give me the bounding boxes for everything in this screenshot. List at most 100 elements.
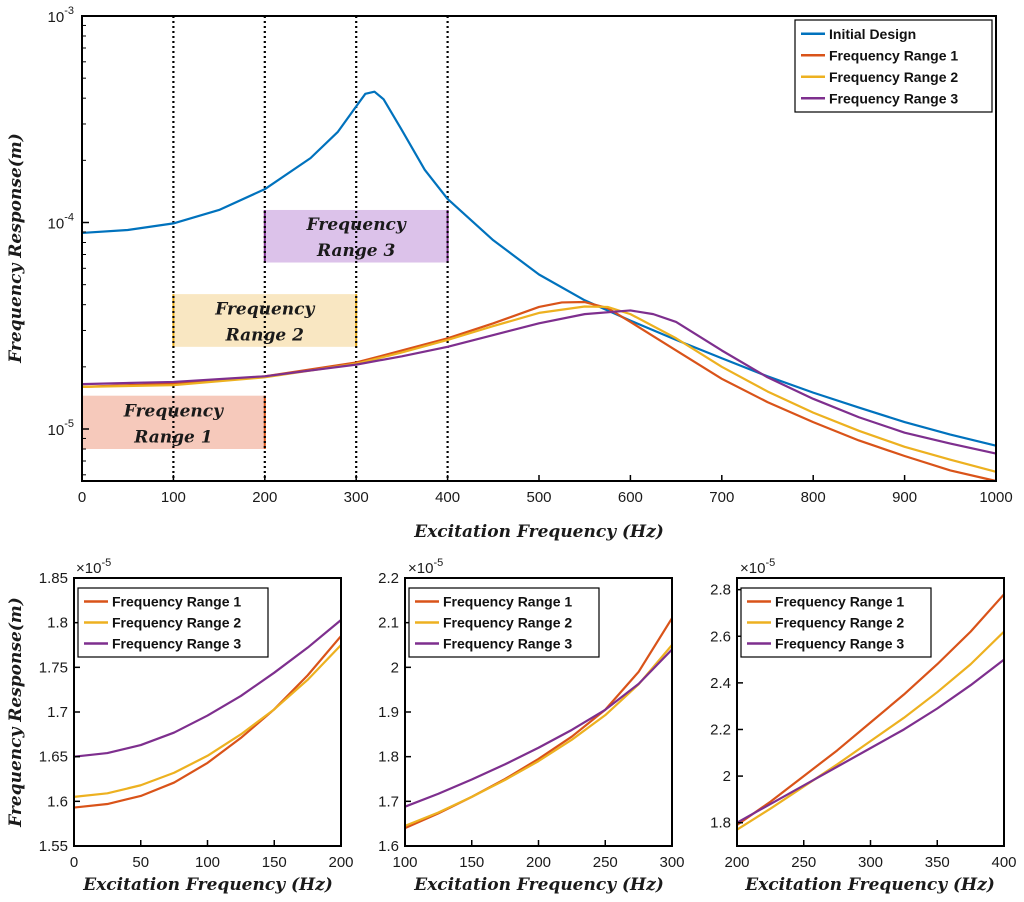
- sub2-legend-box: [408, 587, 600, 658]
- sub3-x-tick-label: 350: [925, 854, 950, 871]
- subplot-2-scale-label: ×10-5: [408, 557, 443, 577]
- sub3-legend-item-3: Frequency Range 3: [747, 636, 904, 652]
- sub3-y-tick-label: 2.8: [710, 582, 731, 599]
- subplot-1: 0 50 100 150 200 1.55 1.6 1.65 1.7 1.75 1.8 1.85 ×…: [6, 557, 354, 895]
- sub1-legend-label: Frequency Range 2: [112, 615, 241, 631]
- main-series: [81, 90, 997, 483]
- main-series-line-1: [81, 90, 997, 447]
- main-y-tick-label: 10-3: [48, 5, 74, 26]
- band-2-label-1: Frequency: [214, 299, 315, 319]
- sub1-x-tick-label: 200: [328, 854, 353, 871]
- sub2-legend-label: Frequency Range 1: [443, 594, 572, 610]
- subplot-1-x-axis-label: Excitation Frequency (Hz): [82, 875, 333, 895]
- main-x-tick-label: 800: [801, 489, 826, 506]
- main-x-tick-label: 100: [161, 489, 186, 506]
- main-y-tick-label: 10-5: [48, 418, 74, 439]
- sub2-x-tick-label: 300: [659, 854, 684, 871]
- subplot-1-scale-label: ×10-5: [76, 557, 111, 577]
- main-x-tick-label: 0: [78, 489, 86, 506]
- sub3-legend-label: Frequency Range 3: [775, 636, 904, 652]
- sub3-x-tick-label: 200: [724, 854, 749, 871]
- sub1-legend-box: [77, 587, 269, 658]
- sub1-legend-item-2: Frequency Range 2: [84, 615, 241, 631]
- sub2-y-tick-label: 1.7: [378, 793, 399, 810]
- sub1-x-tick-label: 50: [132, 854, 149, 871]
- main-series-line-2: [81, 300, 997, 483]
- sub3-series-line-3: [736, 658, 1005, 824]
- sub2-y-tick-label: 1.6: [378, 838, 399, 855]
- main-legend: Initial Design Frequency Range 1 Frequency…: [794, 19, 993, 113]
- sub2-legend-item-1: Frequency Range 1: [415, 594, 572, 610]
- sub2-x-tick-label: 200: [526, 854, 551, 871]
- main-y-tick-label: 10-4: [48, 212, 74, 233]
- sub1-y-tick-label: 1.85: [39, 570, 68, 587]
- subplot-2-series: [404, 617, 673, 830]
- main-x-tick-label: 500: [526, 489, 551, 506]
- subplot-3-x-axis-label: Excitation Frequency (Hz): [744, 875, 995, 895]
- sub1-series-line-2: [73, 644, 342, 798]
- sub1-x-tick-label: 100: [195, 854, 220, 871]
- main-legend-box: [794, 19, 993, 113]
- subplot-2-x-axis-label: Excitation Frequency (Hz): [413, 875, 664, 895]
- sub3-series-line-1: [736, 593, 1005, 826]
- main-series-line-4: [81, 309, 997, 455]
- sub1-y-tick-label: 1.55: [39, 838, 68, 855]
- main-y-ticks: 10-5 10-4 10-3: [48, 5, 89, 476]
- sub3-legend-label: Frequency Range 1: [775, 594, 904, 610]
- sub1-legend-label: Frequency Range 3: [112, 636, 241, 652]
- band-2-label-2: Range 2: [225, 325, 305, 345]
- subplot-3-series: [736, 593, 1005, 831]
- sub1-y-tick-label: 1.8: [47, 615, 68, 632]
- main-legend-label: Frequency Range 3: [829, 90, 958, 106]
- sub2-x-tick-label: 150: [459, 854, 484, 871]
- main-x-tick-label: 300: [344, 489, 369, 506]
- sub3-series-line-2: [736, 630, 1005, 831]
- sub2-x-tick-label: 250: [593, 854, 618, 871]
- sub2-y-tick-label: 2.1: [378, 615, 399, 632]
- sub3-y-tick-label: 2.2: [710, 721, 731, 738]
- subplot-2: 100 150 200 250 300 1.6 1.7 1.8 1.9 2 2.1 2.2 ×10-…: [378, 557, 684, 895]
- main-y-axis-label: Frequency Response(m): [6, 133, 26, 364]
- subplot-3: 200 250 300 350 400 1.8 2 2.2 2.4 2.6 2.8 ×10-5 E…: [710, 557, 1016, 895]
- sub3-y-tick-label: 1.8: [710, 815, 731, 832]
- sub1-y-tick-label: 1.6: [47, 793, 68, 810]
- main-legend-item-2: Frequency Range 1: [801, 47, 958, 63]
- sub1-series-line-3: [73, 619, 342, 758]
- sub1-series-line-1: [73, 635, 342, 809]
- main-x-tick-label: 400: [435, 489, 460, 506]
- sub3-legend-label: Frequency Range 2: [775, 615, 904, 631]
- sub3-legend-box: [740, 587, 932, 658]
- sub2-legend-label: Frequency Range 2: [443, 615, 572, 631]
- main-x-ticks: 0 100 200 300 400 500 600 700 800 900 1000: [78, 475, 1013, 506]
- main-legend-item-3: Frequency Range 2: [801, 69, 958, 85]
- sub2-y-tick-label: 2: [391, 659, 399, 676]
- sub1-legend-item-3: Frequency Range 3: [84, 636, 241, 652]
- sub1-y-tick-label: 1.7: [47, 704, 68, 721]
- main-x-tick-label: 600: [618, 489, 643, 506]
- sub2-x-tick-label: 100: [392, 854, 417, 871]
- main-legend-label: Initial Design: [829, 26, 916, 42]
- sub2-y-tick-label: 1.8: [378, 749, 399, 766]
- sub2-legend-label: Frequency Range 3: [443, 636, 572, 652]
- main-x-tick-label: 700: [709, 489, 734, 506]
- sub3-legend-item-2: Frequency Range 2: [747, 615, 904, 631]
- main-legend-item-1: Initial Design: [801, 26, 916, 42]
- main-x-axis-label: Excitation Frequency (Hz): [413, 522, 664, 542]
- sub2-series-line-3: [404, 648, 673, 808]
- sub1-y-tick-label: 1.75: [39, 659, 68, 676]
- sub2-y-tick-label: 1.9: [378, 704, 399, 721]
- subplot-3-scale-label: ×10-5: [740, 557, 775, 577]
- sub3-y-tick-label: 2.6: [710, 628, 731, 645]
- sub1-x-tick-label: 0: [70, 854, 78, 871]
- sub3-legend-item-1: Frequency Range 1: [747, 594, 904, 610]
- sub2-y-tick-label: 2.2: [378, 570, 399, 587]
- sub1-legend-label: Frequency Range 1: [112, 594, 241, 610]
- sub3-x-tick-label: 400: [991, 854, 1016, 871]
- main-legend-label: Frequency Range 1: [829, 47, 958, 63]
- main-x-tick-label: 200: [252, 489, 277, 506]
- sub1-x-tick-label: 150: [262, 854, 287, 871]
- subplot-1-series: [73, 619, 342, 809]
- sub2-series-line-2: [404, 644, 673, 827]
